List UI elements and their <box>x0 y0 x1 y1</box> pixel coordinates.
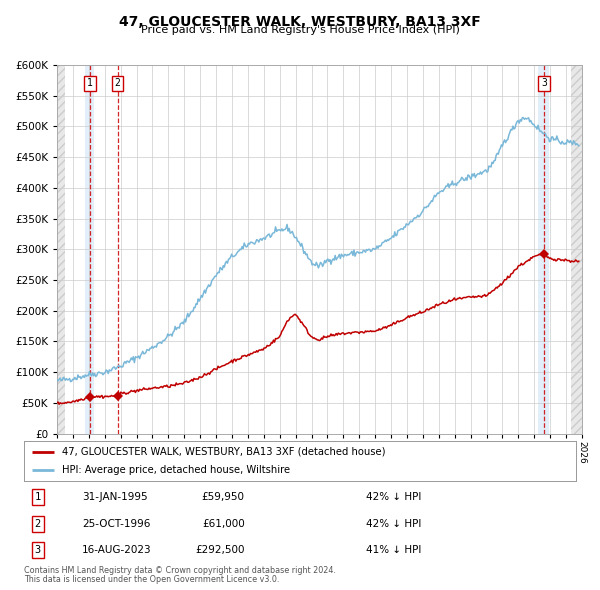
Text: 42% ↓ HPI: 42% ↓ HPI <box>366 492 422 502</box>
Bar <box>85 65 94 434</box>
Text: £59,950: £59,950 <box>202 492 245 502</box>
Text: 2: 2 <box>115 78 121 88</box>
Text: 47, GLOUCESTER WALK, WESTBURY, BA13 3XF: 47, GLOUCESTER WALK, WESTBURY, BA13 3XF <box>119 15 481 29</box>
Text: 3: 3 <box>35 545 41 555</box>
Text: Contains HM Land Registry data © Crown copyright and database right 2024.: Contains HM Land Registry data © Crown c… <box>24 566 336 575</box>
Text: HPI: Average price, detached house, Wiltshire: HPI: Average price, detached house, Wilt… <box>62 465 290 475</box>
Text: 3: 3 <box>541 78 547 88</box>
Text: 25-OCT-1996: 25-OCT-1996 <box>82 519 151 529</box>
Text: 2: 2 <box>35 519 41 529</box>
Bar <box>538 65 550 434</box>
Text: 1: 1 <box>35 492 41 502</box>
Text: 41% ↓ HPI: 41% ↓ HPI <box>366 545 422 555</box>
Text: This data is licensed under the Open Government Licence v3.0.: This data is licensed under the Open Gov… <box>24 575 280 584</box>
Text: 1: 1 <box>87 78 93 88</box>
Text: 47, GLOUCESTER WALK, WESTBURY, BA13 3XF (detached house): 47, GLOUCESTER WALK, WESTBURY, BA13 3XF … <box>62 447 385 457</box>
Text: Price paid vs. HM Land Registry's House Price Index (HPI): Price paid vs. HM Land Registry's House … <box>140 25 460 35</box>
Bar <box>571 65 582 434</box>
Text: 16-AUG-2023: 16-AUG-2023 <box>82 545 152 555</box>
Text: 31-JAN-1995: 31-JAN-1995 <box>82 492 148 502</box>
Bar <box>57 65 65 434</box>
Text: £61,000: £61,000 <box>202 519 245 529</box>
Text: 42% ↓ HPI: 42% ↓ HPI <box>366 519 422 529</box>
Text: £292,500: £292,500 <box>196 545 245 555</box>
